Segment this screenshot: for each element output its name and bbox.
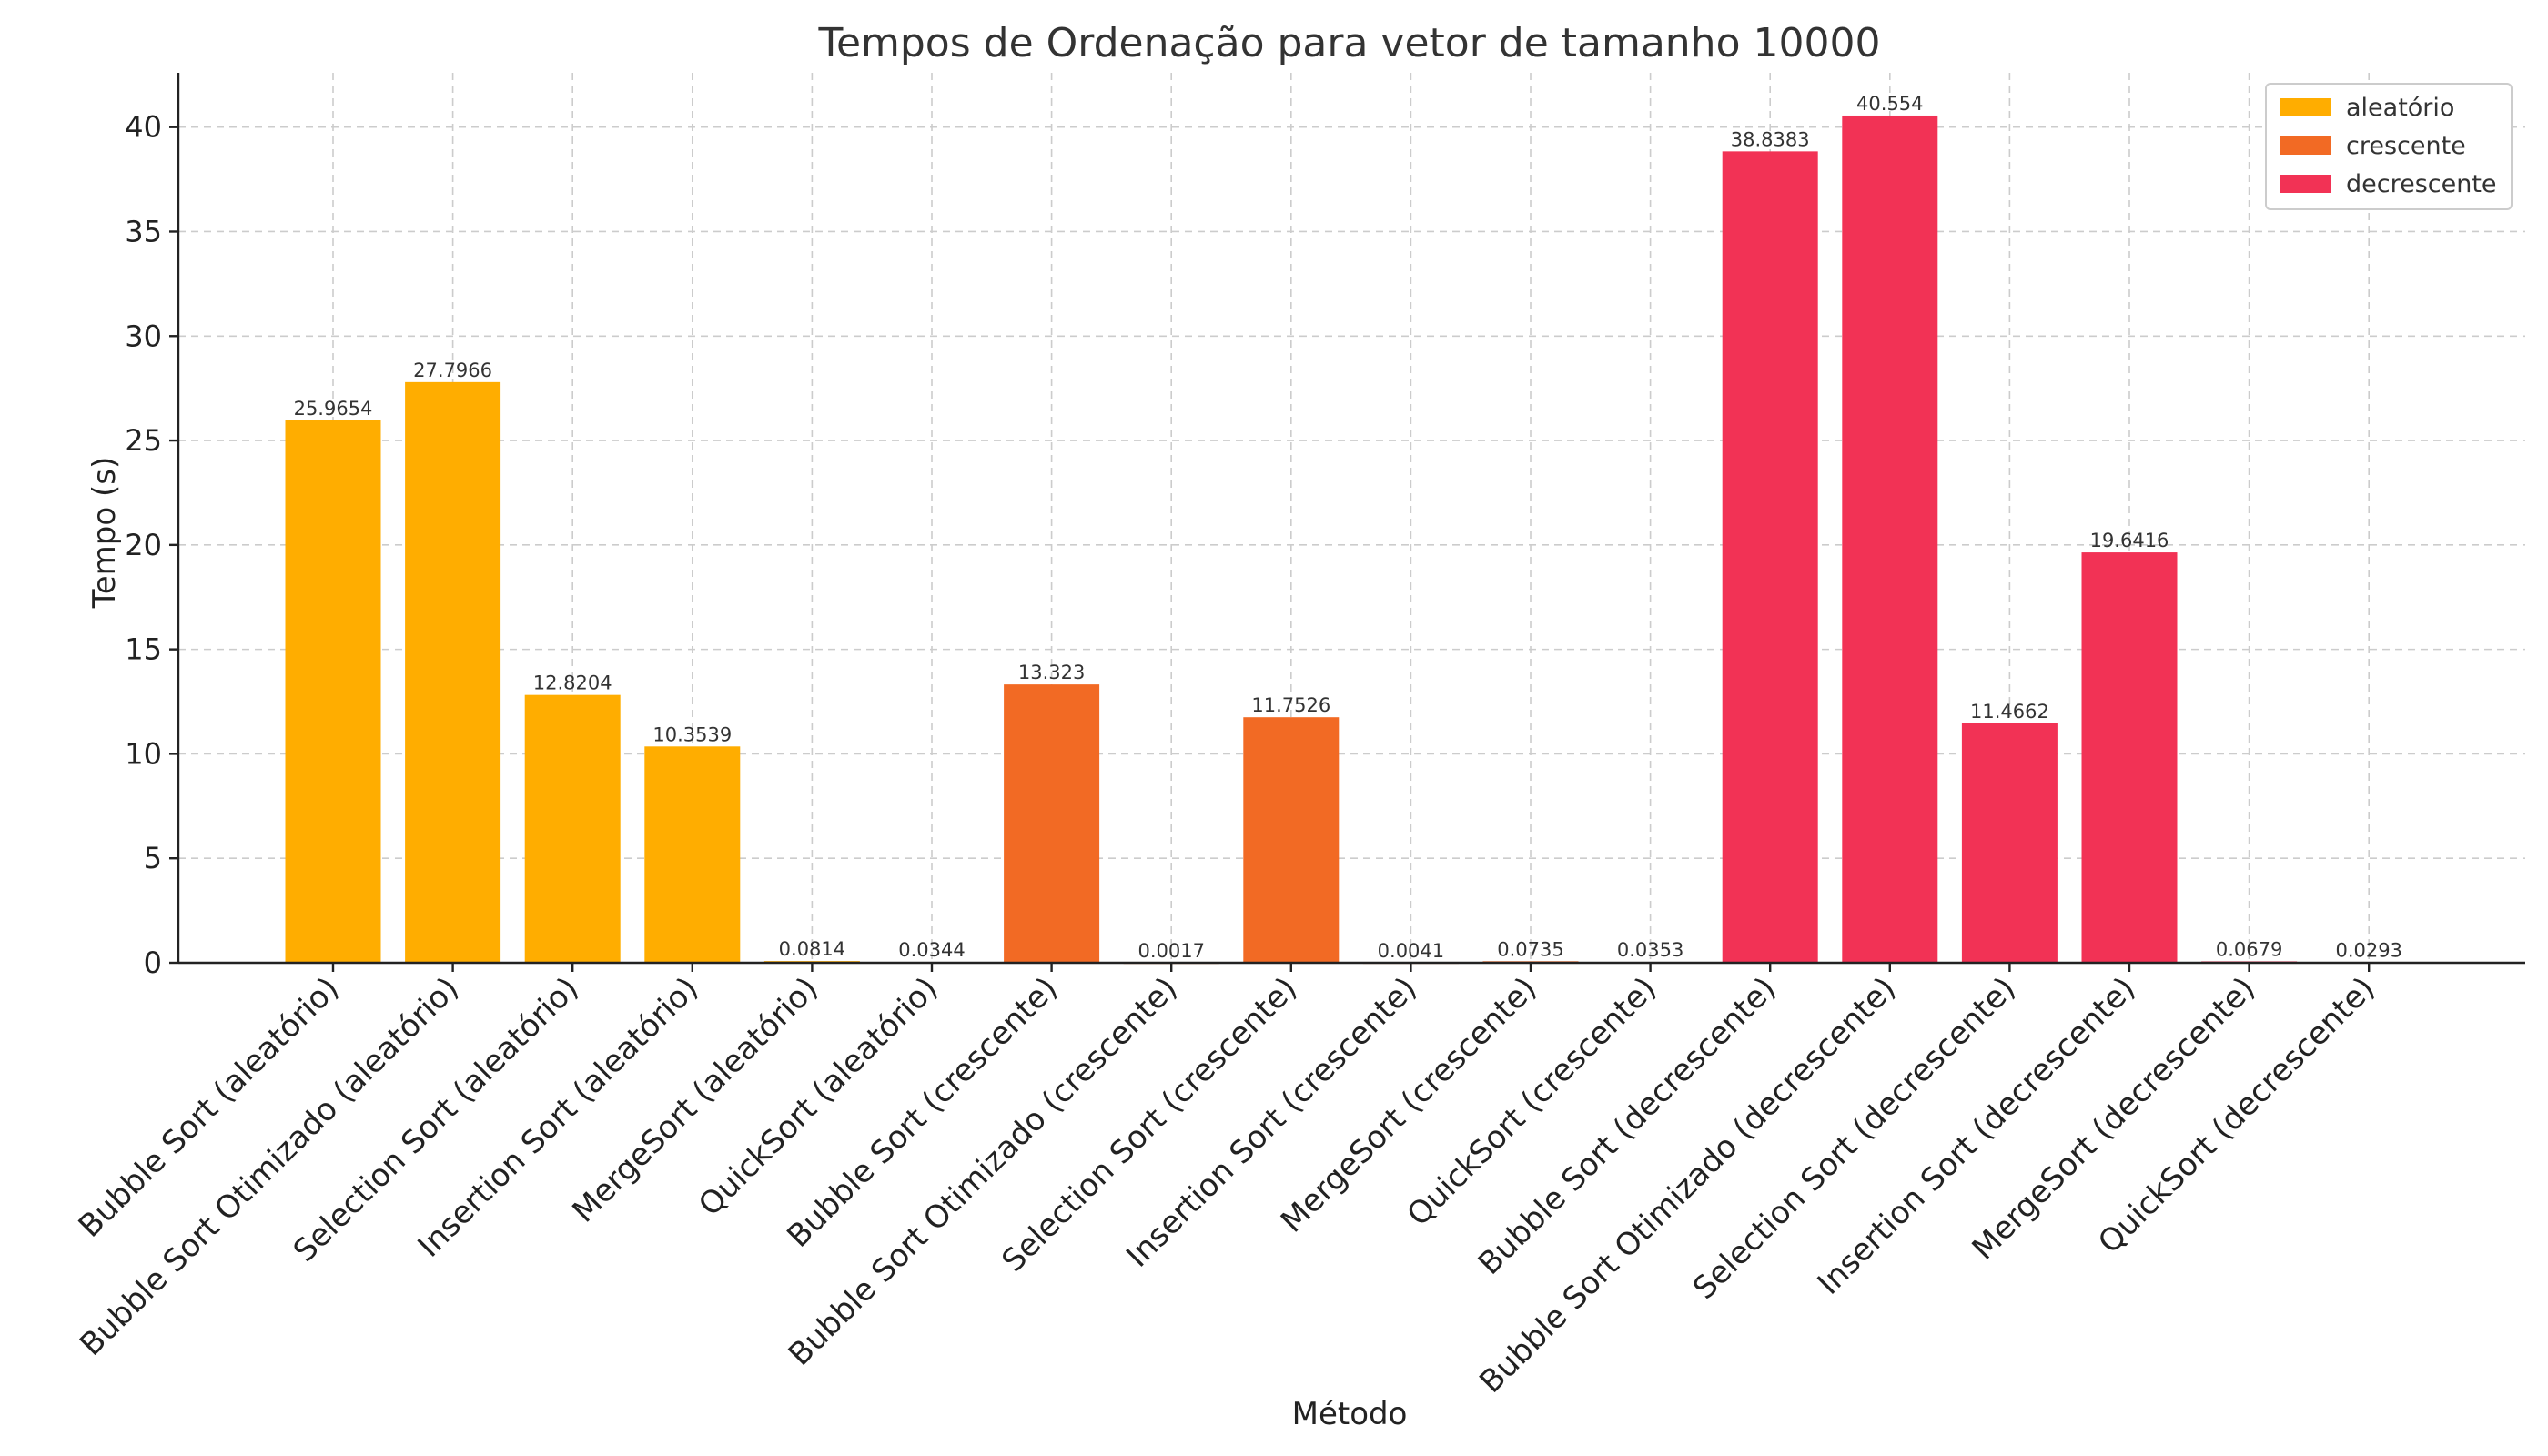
y-tick-label: 40	[125, 110, 162, 145]
legend-items: aleatório crescente decrescente	[2280, 94, 2497, 198]
y-tick-label: 20	[125, 528, 162, 562]
bar-value-label: 13.323	[1018, 662, 1085, 683]
bar	[1243, 717, 1340, 963]
bar-value-label: 40.554	[1856, 93, 1923, 115]
bar	[405, 381, 501, 964]
bar	[1961, 723, 2058, 963]
legend-label: aleatório	[2346, 94, 2454, 122]
bar-value-label: 10.3539	[652, 723, 732, 745]
bar-value-label: 0.0735	[1497, 938, 1563, 960]
bar-value-labels: 25.9654 27.7966 12.8204 10.3539 0.0814 0.0344…	[294, 93, 2402, 962]
legend-label: decrescente	[2346, 170, 2497, 198]
bar	[1722, 151, 1818, 963]
chart-title: Tempos de Ordenação para vetor de tamanh…	[818, 20, 1881, 66]
bar-value-label: 27.7966	[413, 359, 492, 381]
y-tick-label: 35	[125, 214, 162, 248]
legend-swatch	[2280, 175, 2331, 193]
y-tick-label: 15	[125, 632, 162, 667]
y-tick-label: 5	[144, 841, 162, 875]
bar-value-label: 19.6416	[2090, 530, 2169, 551]
bar-value-label: 11.7526	[1251, 694, 1330, 716]
bar-value-label: 0.0814	[779, 938, 845, 960]
axes	[177, 73, 2525, 965]
y-tick-label: 10	[125, 736, 162, 771]
bar	[2081, 552, 2178, 963]
bar-value-label: 0.0041	[1378, 940, 1444, 962]
x-tick-label: MergeSort (aleatório)	[565, 970, 824, 1229]
y-tick-label: 0	[144, 945, 162, 980]
y-tick-label: 25	[125, 423, 162, 458]
bar-value-label: 12.8204	[533, 672, 612, 694]
bar-value-label: 0.0344	[898, 939, 965, 961]
x-axis-ticks: Bubble Sort (aleatório)Bubble Sort Otimi…	[72, 963, 2382, 1400]
y-axis-title: Tempo (s)	[86, 457, 123, 609]
legend-swatch	[2280, 136, 2331, 155]
bar-value-label: 11.4662	[1970, 701, 2049, 723]
bar-value-label: 38.8383	[1731, 128, 1810, 150]
y-axis-ticks: 0 5 10 15 20 25 30 35 40	[125, 110, 178, 980]
legend-swatch	[2280, 98, 2331, 116]
bar-value-label: 0.0293	[2335, 939, 2401, 961]
bar	[1842, 115, 1938, 963]
bar	[644, 746, 741, 963]
x-tick-label: QuickSort (aleatório)	[692, 970, 945, 1223]
bar-value-label: 0.0017	[1138, 940, 1204, 962]
bar-value-label: 0.0353	[1617, 939, 1684, 961]
x-axis-title: Método	[1292, 1396, 1408, 1432]
legend: aleatório crescente decrescente	[2265, 83, 2513, 210]
x-tick-label: QuickSort (crescente)	[1400, 970, 1663, 1233]
bar	[1004, 684, 1100, 963]
bars	[285, 115, 2417, 965]
bar-value-label: 25.9654	[294, 398, 373, 420]
bar	[285, 420, 381, 963]
y-tick-label: 30	[125, 318, 162, 353]
legend-label: crescente	[2346, 132, 2466, 160]
bar	[524, 694, 621, 963]
bar-value-label: 0.0679	[2216, 938, 2282, 960]
x-tick-label: Bubble Sort Otimizado (decrescente)	[1472, 970, 1903, 1400]
